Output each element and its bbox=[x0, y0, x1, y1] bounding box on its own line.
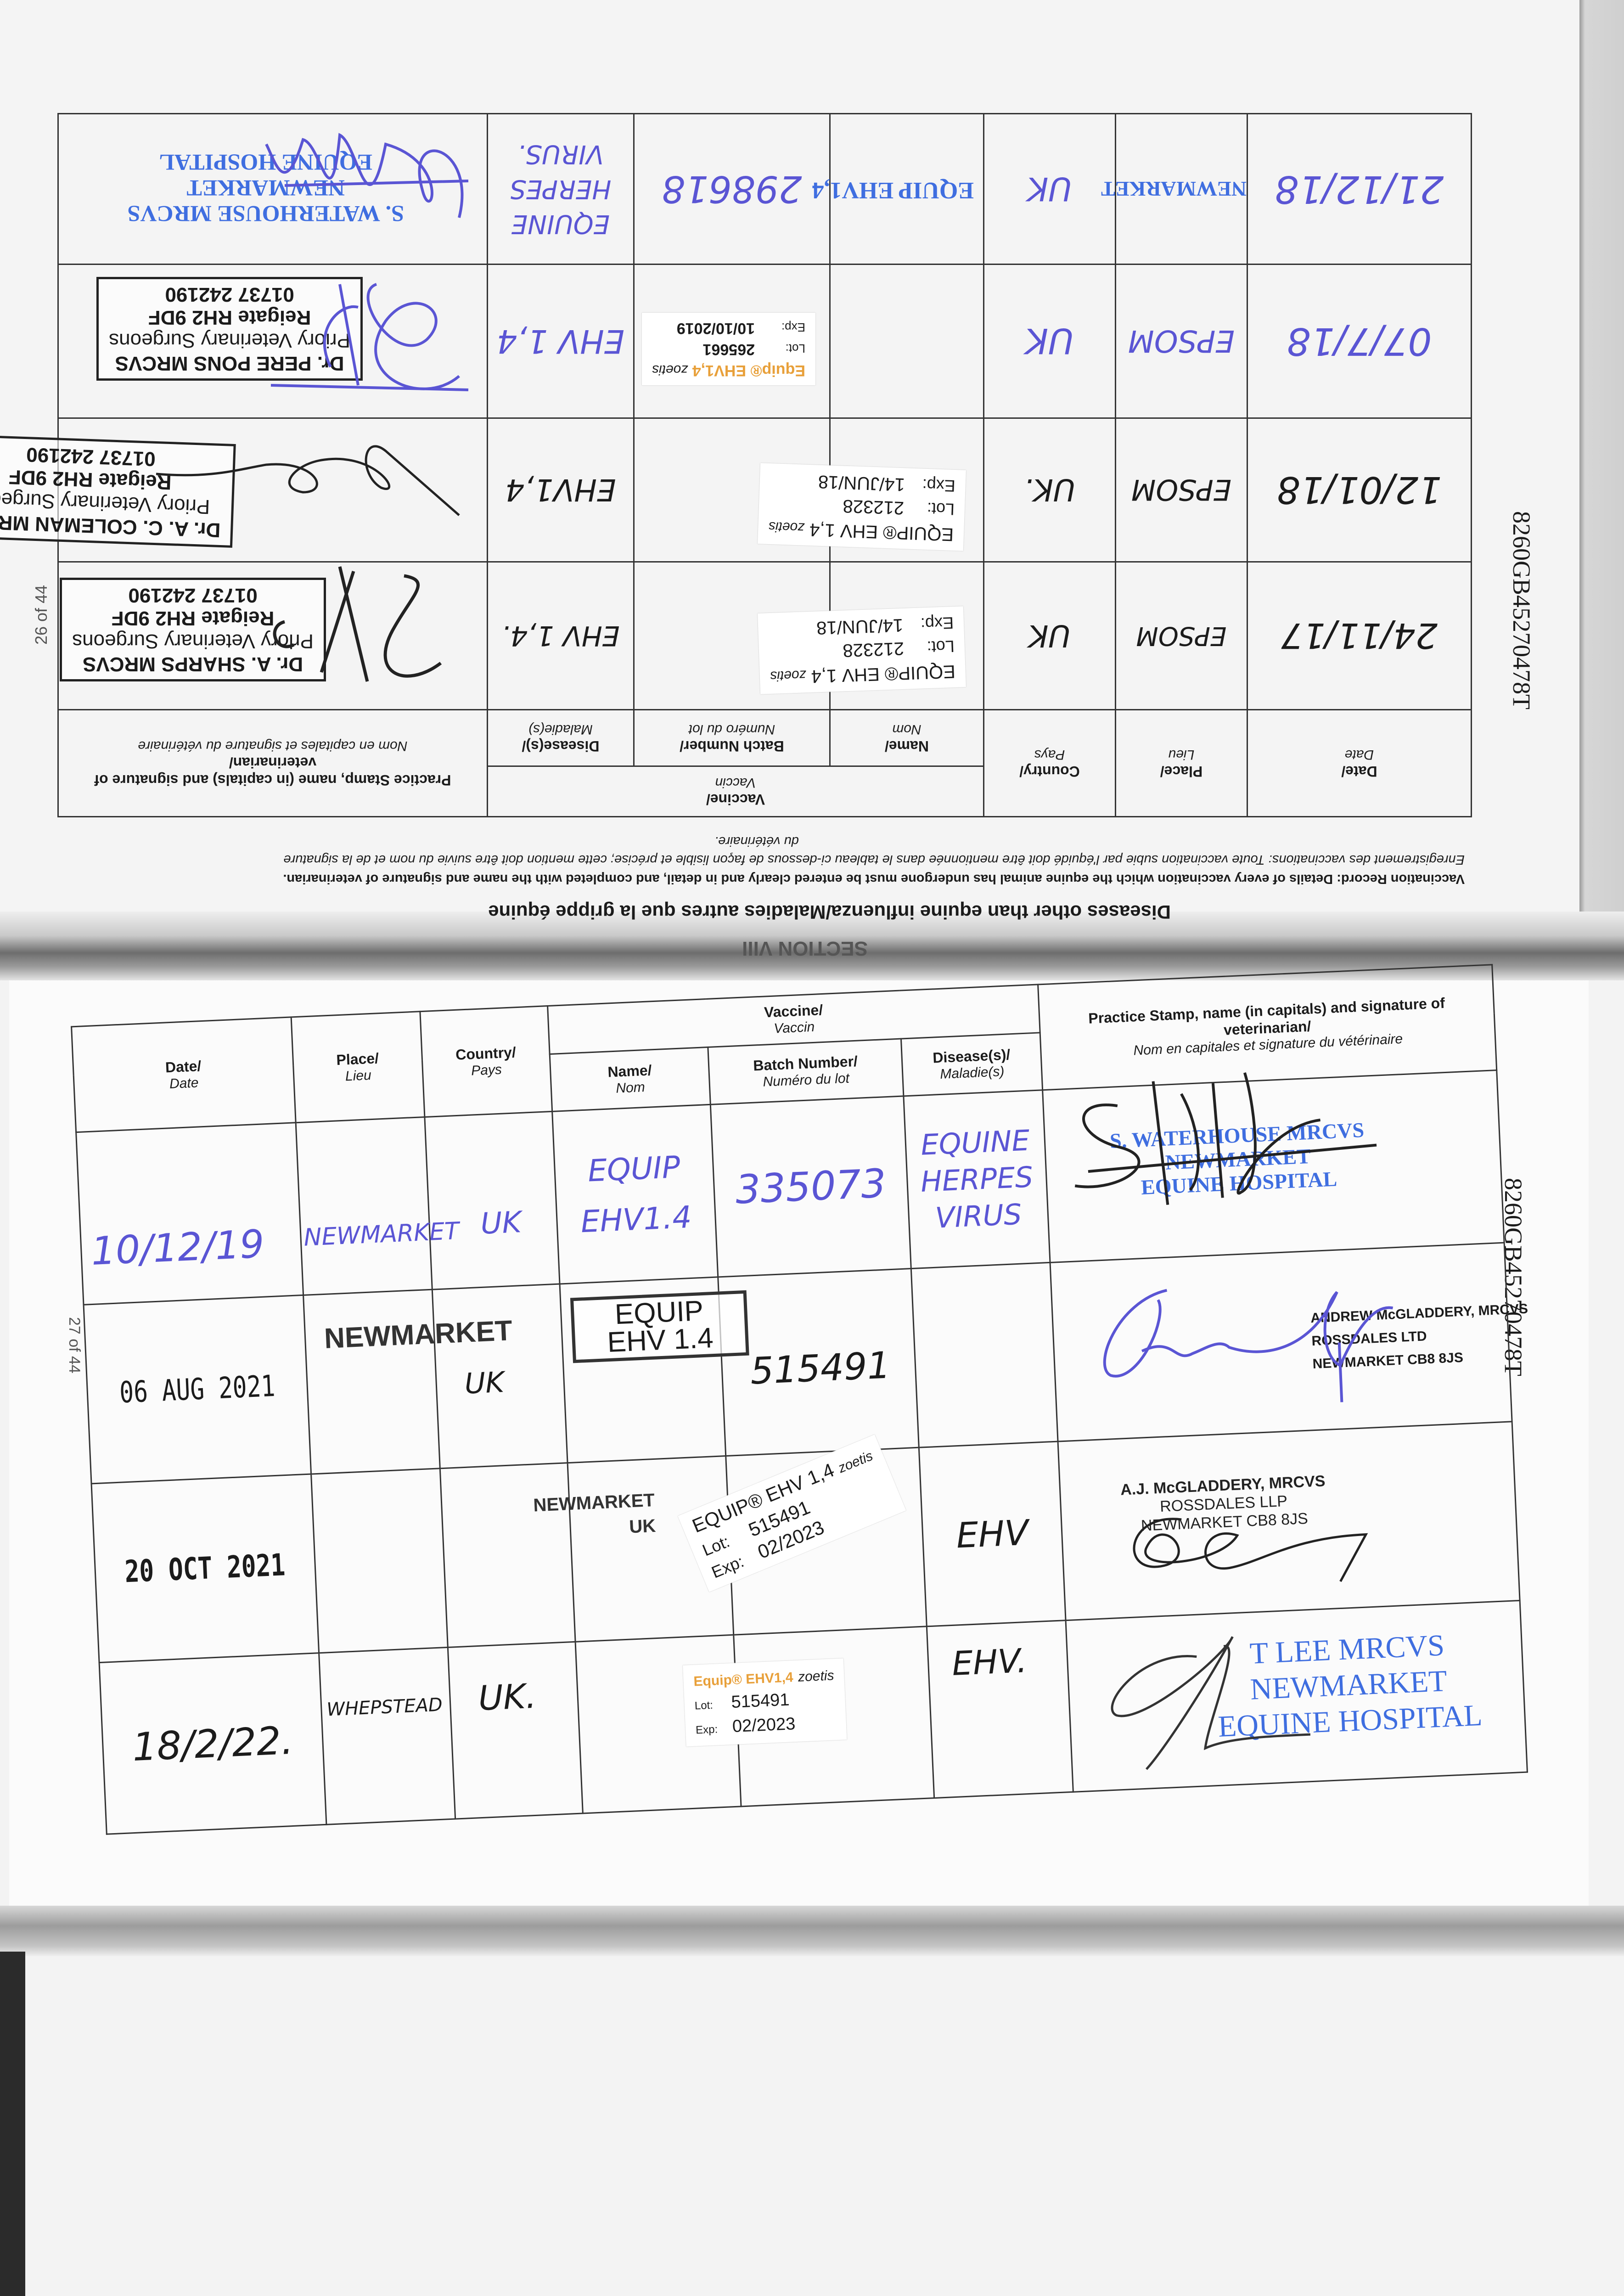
header-date: Date/Date bbox=[71, 1017, 296, 1132]
signature bbox=[265, 133, 469, 218]
table-row: 21/12/18 NEWMARKET UK EQUIP EHV1,4 29861… bbox=[58, 113, 1472, 264]
stamp-cell: Dr. PERE PONS MRCVS Priory Veterinary Sur… bbox=[58, 264, 488, 418]
signature bbox=[156, 445, 460, 516]
header-disease: Disease(s)/Maladie(s) bbox=[901, 1032, 1043, 1096]
batch-cell: 515491 bbox=[718, 1268, 919, 1456]
batch-cell bbox=[733, 1626, 934, 1806]
table-row: 18/2/22. WHEPSTEAD UK. Equip® EHV1,4 zoe… bbox=[99, 1600, 1528, 1835]
header-name: Name/Nom bbox=[550, 1047, 711, 1112]
stamp-cell: Dr. A. SHARPS MRCVS Priory Veterinary Sur… bbox=[58, 562, 488, 710]
header-batch: Batch Number/Numéro du lot bbox=[708, 1039, 904, 1105]
table-row: 07/7/18 EPSOM UK Equip® EHV1,4 zoetis Lo… bbox=[58, 264, 1472, 418]
place-cell: NEWMARKET bbox=[296, 1117, 460, 1295]
place-cell: NEWMARKET bbox=[303, 1289, 513, 1474]
disease-cell: EQUINE HERPES VIRUS bbox=[903, 1090, 1051, 1269]
table-row: 06 AUG 2021 NEWMARKET UK EQUIP EHV 1.4 51… bbox=[84, 1243, 1528, 1484]
upper-page-paper bbox=[0, 0, 1579, 918]
vaccination-table-lower: Date/Date Place/Lieu Country/Pays Vaccin… bbox=[71, 964, 1528, 1835]
page-number: 27 of 44 bbox=[65, 1317, 83, 1373]
place-cell bbox=[311, 1468, 448, 1653]
table-row: 20 OCT 2021 NEWMARKET UK EQUIP® EHV 1,4 z… bbox=[91, 1421, 1520, 1663]
disease-cell bbox=[911, 1262, 1058, 1448]
stamp-cell: A.J. McGLADDERY, MRCVS ROSSDALES LLP NEWMA… bbox=[1058, 1421, 1520, 1621]
signature bbox=[1103, 1289, 1394, 1402]
stamp-cell: T LEE MRCVS NEWMARKET EQUINE HOSPITAL bbox=[1066, 1600, 1528, 1792]
signature bbox=[273, 566, 442, 682]
date-cell: 20 OCT 2021 bbox=[91, 1474, 319, 1663]
place-cell: WHEPSTEAD bbox=[319, 1647, 455, 1825]
header-stamp: Practice Stamp, name (in capitals) and s… bbox=[1038, 964, 1497, 1090]
stamp-cell: S. WATERHOUSE MRCVS NEWMARKET EQUINE HOSPI… bbox=[58, 113, 488, 264]
header-country: Country/Pays bbox=[420, 1006, 552, 1117]
disease-cell: EHV bbox=[919, 1441, 1066, 1626]
date-cell: 18/2/22. bbox=[99, 1653, 326, 1835]
upper-page: SECTION VIII Diseases other than equine … bbox=[0, 0, 1579, 960]
vaccination-table-upper: Date/Date Place/Lieu Country/Pays Vaccin… bbox=[0, 113, 1472, 817]
batch-cell bbox=[725, 1447, 927, 1635]
book-bottom-edge bbox=[0, 1906, 1624, 1956]
book-fold bbox=[0, 912, 1624, 980]
name-cell: EQUIP EHV 1.4 bbox=[560, 1277, 749, 1463]
country-cell: UK bbox=[432, 1284, 568, 1469]
signature bbox=[1133, 1518, 1368, 1582]
name-cell: EQUIP EHV1.4 bbox=[552, 1104, 718, 1284]
disease-cell: EHV. bbox=[927, 1620, 1073, 1798]
country-cell bbox=[440, 1463, 576, 1648]
signature bbox=[270, 283, 469, 391]
lower-page-paper bbox=[9, 969, 1589, 1910]
signature bbox=[1111, 1636, 1311, 1770]
batch-cell: 335073 bbox=[710, 1096, 911, 1277]
place-stamp: NEWMARKET UK bbox=[533, 1490, 657, 1537]
header-place: Place/Lieu bbox=[291, 1011, 425, 1123]
signature bbox=[1074, 1072, 1377, 1205]
date-cell: 06 AUG 2021 bbox=[84, 1295, 311, 1484]
date-cell: 10/12/19 bbox=[76, 1122, 303, 1305]
stamp-cell: S. WATERHOUSE MRCVS NEWMARKET EQUINE HOSPI… bbox=[1042, 1070, 1505, 1263]
table-row: 24/11/17 EPSOM UK EQUIP® EHV 1,4 zoetis … bbox=[58, 562, 1472, 710]
name-cell: Equip® EHV1,4 zoetis Lot: 515491 Exp: 02/2… bbox=[575, 1635, 847, 1813]
stamp-cell: Dr. A. C. COLEMAN MRCVS Priory Veterinary… bbox=[0, 418, 488, 562]
table-row: 12/01/18 EPSOM UK. EQUIP® EHV 1,4 zoetis… bbox=[0, 418, 1472, 562]
stamp-cell: ANDREW McGLADDERY, MRCVS ROSSDALES LTD NEW… bbox=[1050, 1243, 1528, 1442]
scanner-edge bbox=[0, 1952, 25, 2296]
country-cell: UK bbox=[424, 1111, 560, 1290]
scanner-margin bbox=[1579, 0, 1624, 946]
table-row: 10/12/19 NEWMARKET UK EQUIP EHV1.4 335073… bbox=[76, 1070, 1505, 1305]
name-cell: NEWMARKET UK EQUIP® EHV 1,4 zoetis Lot:51… bbox=[533, 1435, 906, 1642]
country-cell: UK. bbox=[448, 1642, 583, 1819]
